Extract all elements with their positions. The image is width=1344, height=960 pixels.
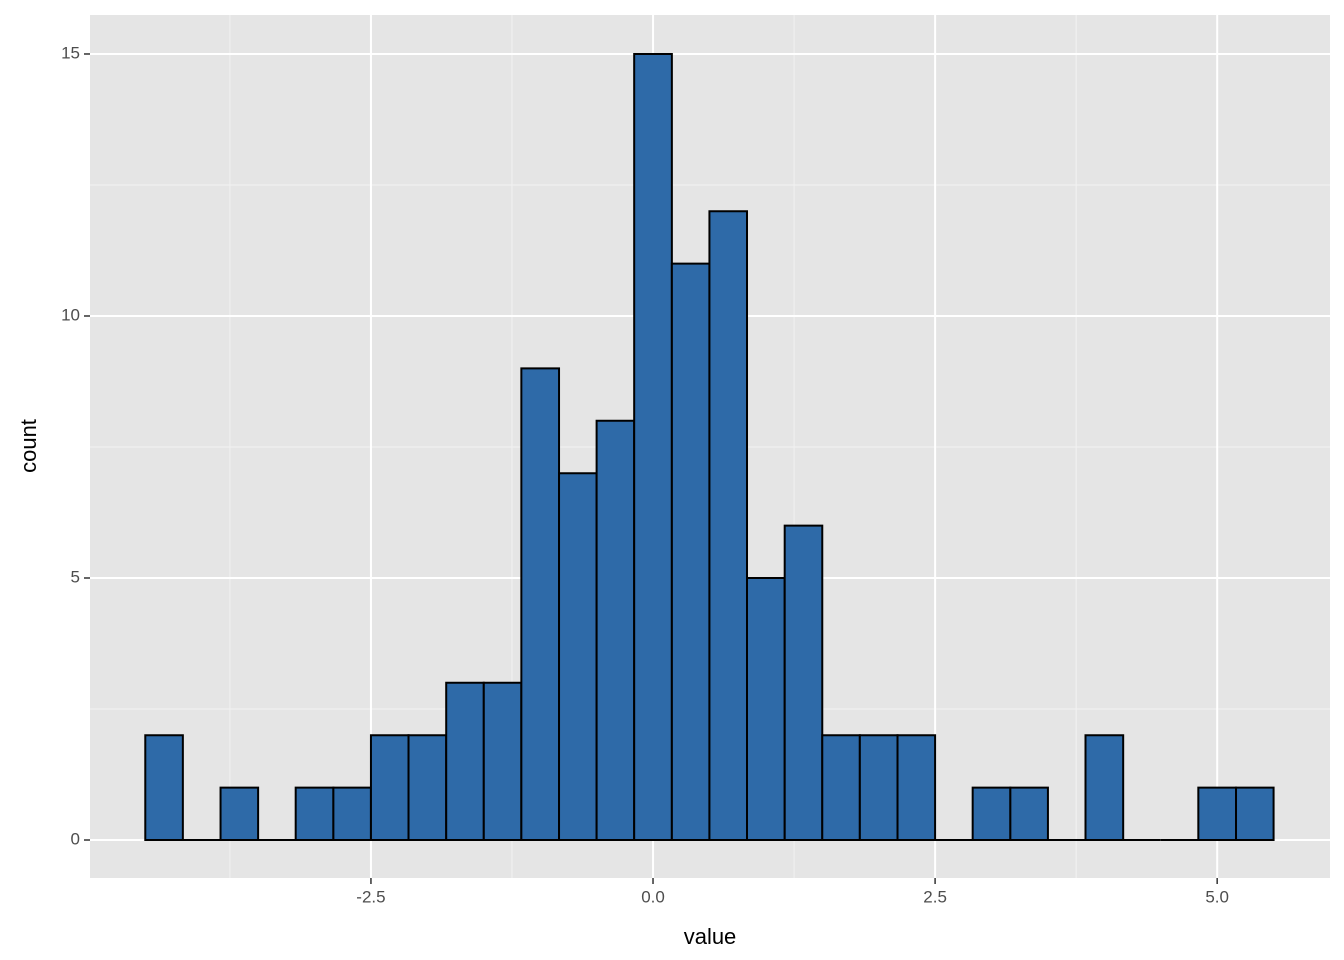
x-tick-label: -2.5: [356, 887, 385, 906]
bar: [896, 734, 937, 842]
bar: [1235, 786, 1275, 842]
bar: [595, 419, 636, 842]
bar: [558, 472, 598, 842]
bar: [219, 786, 260, 842]
y-tick-label: 5: [71, 567, 80, 586]
bar: [445, 681, 485, 842]
y-axis-title: count: [16, 419, 41, 473]
bar: [520, 367, 561, 842]
bar: [1009, 786, 1049, 842]
bar: [746, 577, 786, 842]
bar: [821, 734, 861, 842]
bar: [407, 734, 448, 842]
bar: [708, 210, 749, 842]
bar: [294, 786, 335, 842]
bar: [858, 734, 899, 842]
bar: [971, 786, 1012, 842]
bar: [670, 262, 711, 842]
x-tick-label: 0.0: [641, 887, 665, 906]
bar: [633, 52, 673, 842]
bar: [1197, 786, 1238, 842]
bar: [144, 734, 184, 842]
y-tick-label: 10: [61, 305, 80, 324]
bar: [482, 681, 523, 842]
y-tick-label: 0: [71, 829, 80, 848]
y-tick-label: 15: [61, 43, 80, 62]
bar: [1084, 734, 1125, 842]
bar: [332, 786, 372, 842]
x-tick-label: 5.0: [1205, 887, 1229, 906]
bar: [783, 524, 824, 842]
bar: [369, 734, 410, 842]
x-axis-title: value: [684, 924, 737, 949]
x-tick-label: 2.5: [923, 887, 947, 906]
